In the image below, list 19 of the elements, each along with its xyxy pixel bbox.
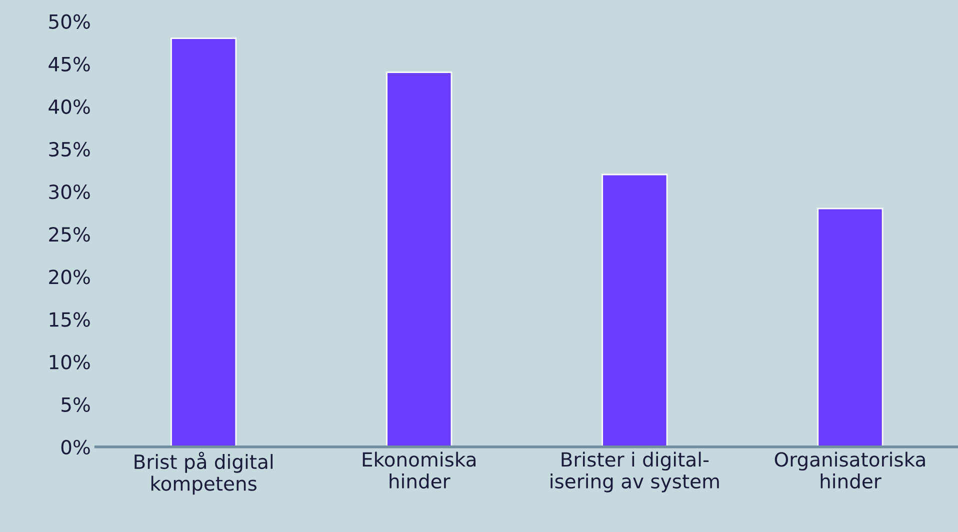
- y-tick-label: 15%: [50, 312, 90, 327]
- y-tick-label: 20%: [49, 270, 90, 284]
- bar: [817, 208, 884, 447]
- y-tick-label: 5%: [62, 397, 90, 412]
- x-tick-label: Brister i digital- isering av system: [550, 452, 719, 492]
- x-tick-label: Organisatoriska hinder: [774, 452, 925, 489]
- y-tick-label: 35%: [49, 142, 90, 157]
- x-tick-label: Ekonomiska hinder: [362, 452, 476, 489]
- y-tick-label: 25%: [49, 227, 90, 242]
- y-tick-label: 45%: [48, 56, 90, 72]
- x-tick-label: Brist på digital kompetens: [134, 452, 273, 495]
- bar: [386, 72, 452, 447]
- y-tick-label: 30%: [49, 184, 90, 200]
- bar: [170, 38, 237, 447]
- y-tick-label: 10%: [50, 354, 90, 370]
- bar: [602, 174, 668, 447]
- y-tick-label: 40%: [48, 99, 90, 114]
- y-tick-label: 50%: [49, 14, 90, 29]
- y-tick-label: 0%: [61, 440, 90, 455]
